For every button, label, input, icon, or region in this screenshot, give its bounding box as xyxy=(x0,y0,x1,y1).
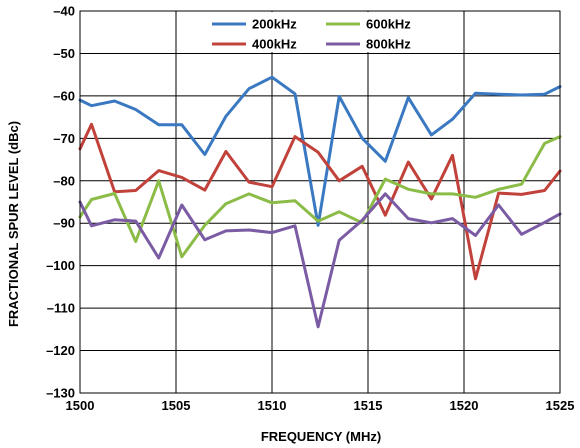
series-line-800kHz xyxy=(78,192,562,329)
series-line-200kHz xyxy=(78,75,562,227)
plot-frame xyxy=(79,10,561,394)
legend-label: 800kHz xyxy=(366,37,411,52)
x-tick-label: 1520 xyxy=(450,398,479,413)
x-axis-title: FREQUENCY (MHz) xyxy=(261,429,381,444)
y-tick-label: –120 xyxy=(46,343,75,358)
legend-label: 400kHz xyxy=(252,37,297,52)
plot-area xyxy=(78,75,562,329)
x-tick-label: 1525 xyxy=(546,398,575,413)
y-tick-label: –130 xyxy=(46,386,75,401)
y-tick-label: –60 xyxy=(53,88,75,103)
legend-label: 200kHz xyxy=(252,17,297,32)
x-tick-label: 1505 xyxy=(162,398,191,413)
y-axis-ticks: –40 –50 –60 –70 –80 –90 –100 –110 –120 –130 xyxy=(46,4,75,401)
x-axis-ticks: 1500 1505 1510 1515 1520 1525 xyxy=(66,398,575,413)
y-tick-label: –50 xyxy=(53,46,75,61)
y-tick-label: –70 xyxy=(53,131,75,146)
y-tick-label: –90 xyxy=(53,216,75,231)
x-tick-label: 1500 xyxy=(66,398,95,413)
legend-label: 600kHz xyxy=(366,17,411,32)
x-tick-label: 1510 xyxy=(258,398,287,413)
y-tick-label: –80 xyxy=(53,173,75,188)
y-tick-label: –110 xyxy=(47,301,75,316)
y-tick-label: –40 xyxy=(53,4,75,19)
x-tick-label: 1515 xyxy=(354,398,383,413)
series-line-400kHz xyxy=(78,122,562,281)
series-line-600kHz xyxy=(78,135,562,259)
y-axis-title: FRACTIONAL SPUR LEVEL (dBc) xyxy=(6,121,21,327)
y-tick-label: –100 xyxy=(46,258,75,273)
legend: 200kHz 600kHz 400kHz 800kHz xyxy=(205,12,430,52)
